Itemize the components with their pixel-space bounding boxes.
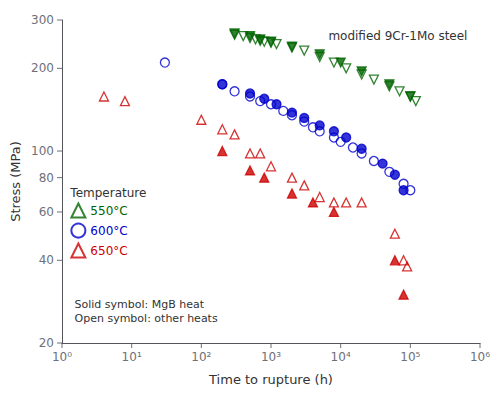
svg-text:650°C: 650°C [90, 244, 127, 258]
svg-text:Stress (MPa): Stress (MPa) [8, 141, 23, 222]
svg-text:80: 80 [39, 171, 54, 185]
svg-text:Open symbol: other heats: Open symbol: other heats [75, 312, 218, 325]
svg-text:10¹: 10¹ [122, 350, 142, 364]
svg-text:Solid symbol: MgB heat: Solid symbol: MgB heat [75, 298, 205, 311]
svg-text:10⁵: 10⁵ [400, 350, 420, 364]
svg-text:40: 40 [39, 253, 54, 267]
svg-text:100: 100 [31, 144, 54, 158]
svg-text:10²: 10² [191, 350, 211, 364]
svg-text:10⁶: 10⁶ [470, 350, 490, 364]
svg-text:20: 20 [39, 336, 54, 350]
svg-text:Time to rupture (h): Time to rupture (h) [208, 372, 333, 387]
svg-text:10³: 10³ [261, 350, 281, 364]
svg-text:550°C: 550°C [90, 204, 127, 218]
svg-text:modified 9Cr-1Mo steel: modified 9Cr-1Mo steel [328, 29, 467, 43]
svg-text:60: 60 [39, 205, 54, 219]
svg-text:10⁰: 10⁰ [52, 350, 72, 364]
svg-text:Temperature: Temperature [69, 186, 146, 200]
svg-text:300: 300 [31, 13, 54, 27]
svg-text:10⁴: 10⁴ [331, 350, 351, 364]
svg-text:600°C: 600°C [90, 224, 127, 238]
svg-text:200: 200 [31, 61, 54, 75]
